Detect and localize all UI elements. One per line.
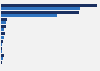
Bar bbox=[1, 36, 4, 39]
Bar bbox=[1, 43, 2, 46]
Bar bbox=[1, 54, 4, 57]
Bar bbox=[1, 47, 2, 50]
Bar bbox=[1, 7, 80, 10]
Bar bbox=[1, 18, 7, 21]
Bar bbox=[1, 11, 79, 14]
Bar bbox=[1, 57, 3, 60]
Bar bbox=[1, 61, 2, 64]
Bar bbox=[1, 40, 3, 43]
Bar bbox=[1, 4, 97, 7]
Bar bbox=[1, 32, 5, 35]
Bar bbox=[1, 28, 4, 31]
Bar bbox=[1, 21, 6, 24]
Bar bbox=[1, 14, 57, 17]
Bar bbox=[1, 50, 2, 53]
Bar bbox=[1, 25, 6, 28]
